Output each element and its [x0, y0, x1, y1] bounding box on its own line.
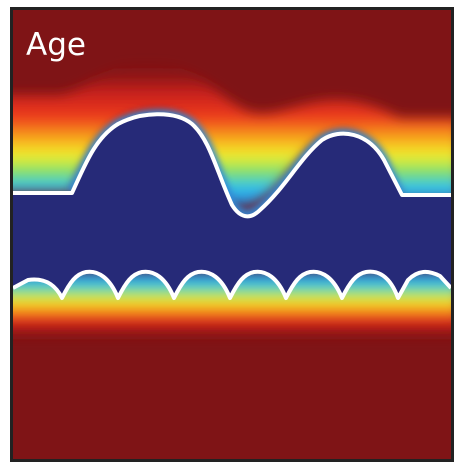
panel-frame — [10, 7, 454, 462]
upper-interface-line — [13, 112, 451, 219]
panel-title: Age — [26, 27, 86, 63]
upper-age-gradient — [13, 61, 451, 208]
lower-interface-line — [13, 269, 451, 300]
